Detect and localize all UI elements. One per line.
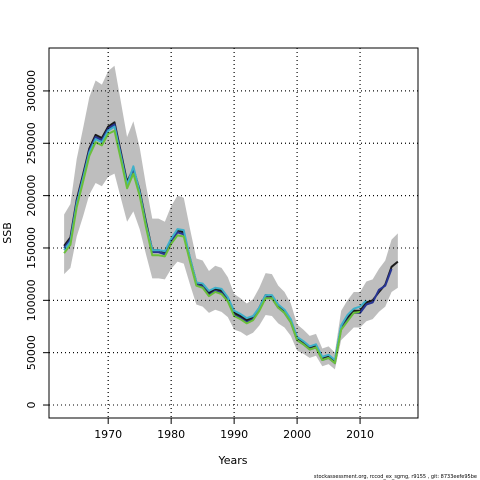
- x-axis-label: Years: [217, 454, 247, 467]
- y-tick-label: 150000: [25, 227, 38, 269]
- confidence-band: [64, 65, 398, 370]
- caption: stockassessment.org, rccod_ex_sgmg, r915…: [314, 474, 477, 480]
- x-tick-label: 2010: [346, 428, 374, 441]
- y-tick-label: 100000: [25, 279, 38, 321]
- y-tick-label: 250000: [25, 122, 38, 164]
- x-tick-label: 1990: [220, 428, 248, 441]
- plot-frame: [48, 47, 419, 419]
- y-axis-label: SSB: [1, 222, 14, 244]
- y-tick-label: 50000: [25, 335, 38, 370]
- y-tick-label: 200000: [25, 175, 38, 217]
- y-tick-label: 0: [25, 402, 38, 409]
- series-line: [63, 129, 361, 365]
- x-tick-label: 2000: [283, 428, 311, 441]
- series-line: [63, 125, 368, 361]
- x-tick-label: 1980: [157, 428, 185, 441]
- y-tick-label: 300000: [25, 70, 38, 112]
- x-tick-label: 1970: [94, 428, 122, 441]
